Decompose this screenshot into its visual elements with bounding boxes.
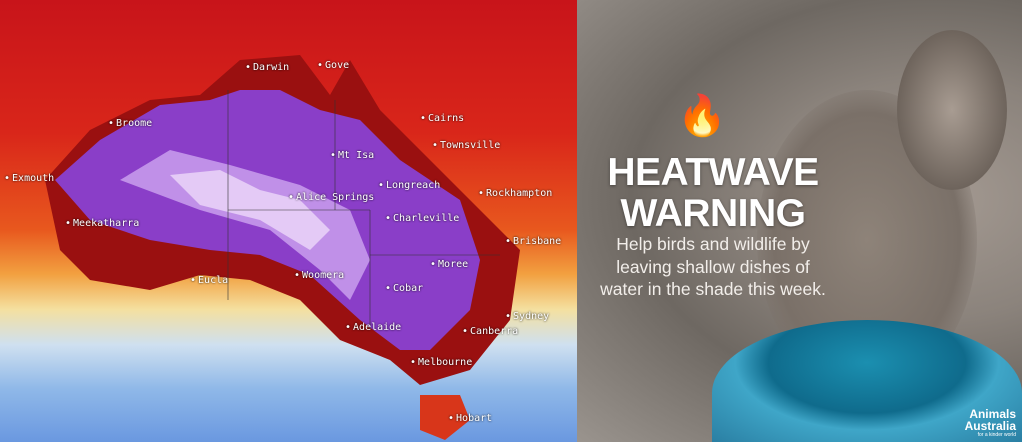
city-label: Cobar [385,283,423,294]
city-label: Sydney [505,311,549,322]
city-label: Cairns [420,113,464,124]
city-label: Townsville [432,140,500,151]
city-label: Moree [430,259,468,270]
city-label: Meekatharra [65,218,139,229]
logo-line-2: Australia [964,419,1016,433]
animals-australia-logo: Animals Australia for a kinder world [965,408,1016,438]
city-label: Adelaide [345,322,401,333]
city-label: Broome [108,118,152,129]
headline-line-2: WARNING [620,192,807,235]
heat-map: Darwin Gove Broome Cairns Townsville Mt … [0,0,577,442]
city-label: Rockhampton [478,188,552,199]
city-label: Brisbane [505,236,561,247]
logo-tagline: for a kinder world [977,432,1016,438]
city-label: Darwin [245,62,289,73]
kangaroo-ear [897,30,1007,190]
water-bowl [712,320,1022,442]
city-label: Alice Springs [288,192,374,203]
logo-line-1: Animals [969,407,1016,421]
city-label: Canberra [462,326,518,337]
headline: HEATWAVE WARNING [597,152,829,234]
city-label: Eucla [190,275,228,286]
city-label: Exmouth [4,173,54,184]
city-label: Longreach [378,180,440,191]
city-label: Mt Isa [330,150,374,161]
headline-line-1: HEATWAVE [607,151,819,194]
tasmania [420,395,470,440]
city-label: Woomera [294,270,344,281]
city-label: Gove [317,60,349,71]
city-label: Hobart [448,413,492,424]
city-label: Charleville [385,213,459,224]
kangaroo-photo: 🔥 HEATWAVE WARNING Help birds and wildli… [577,0,1022,442]
body-text: Help birds and wildlife by leaving shall… [600,234,826,299]
fire-emoji-icon: 🔥 [677,94,727,138]
city-label: Melbourne [410,357,472,368]
